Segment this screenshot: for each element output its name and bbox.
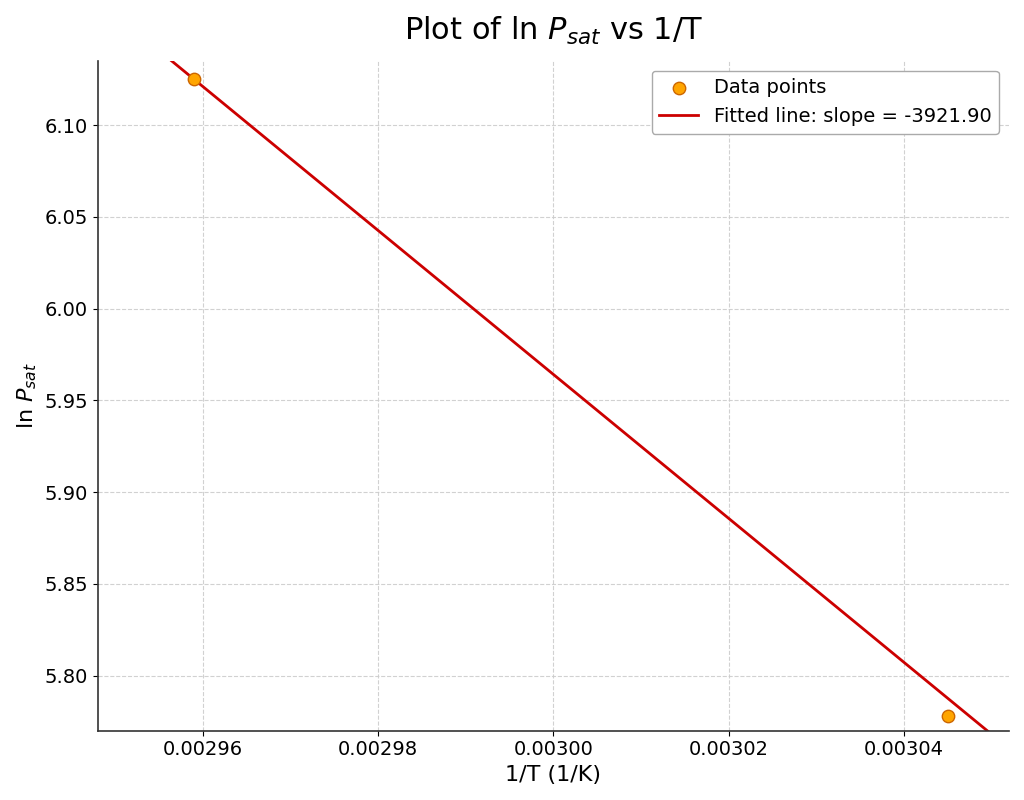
Data points (939, 710, 955, 722)
Fitted line: slope = -3921.90: (0.00303, 5.83): slope = -3921.90: (0.00303, 5.83) (839, 609, 851, 618)
Fitted line: slope = -3921.90: (0.00295, 6.17): slope = -3921.90: (0.00295, 6.17) (91, 0, 103, 5)
Fitted line: slope = -3921.90: (0.00301, 5.93): slope = -3921.90: (0.00301, 5.93) (634, 441, 646, 450)
Fitted line: slope = -3921.90: (0.003, 5.95): slope = -3921.90: (0.003, 5.95) (585, 400, 597, 410)
Data points (185, 73, 202, 86)
Fitted line: slope = -3921.90: (0.00305, 5.77): slope = -3921.90: (0.00305, 5.77) (981, 726, 993, 735)
Line: Fitted line: slope = -3921.90: Fitted line: slope = -3921.90 (97, 0, 1009, 749)
Y-axis label: ln $P_{sat}$: ln $P_{sat}$ (15, 362, 39, 430)
Fitted line: slope = -3921.90: (0.00305, 5.76): slope = -3921.90: (0.00305, 5.76) (1002, 744, 1015, 754)
Fitted line: slope = -3921.90: (0.003, 5.97): slope = -3921.90: (0.003, 5.97) (529, 355, 542, 365)
Legend: Data points, Fitted line: slope = -3921.90: Data points, Fitted line: slope = -3921.… (651, 70, 999, 134)
X-axis label: 1/T (1/K): 1/T (1/K) (505, 765, 601, 785)
Title: Plot of ln $P_{sat}$ vs 1/T: Plot of ln $P_{sat}$ vs 1/T (403, 15, 702, 47)
Fitted line: slope = -3921.90: (0.003, 5.97): slope = -3921.90: (0.003, 5.97) (524, 350, 537, 360)
